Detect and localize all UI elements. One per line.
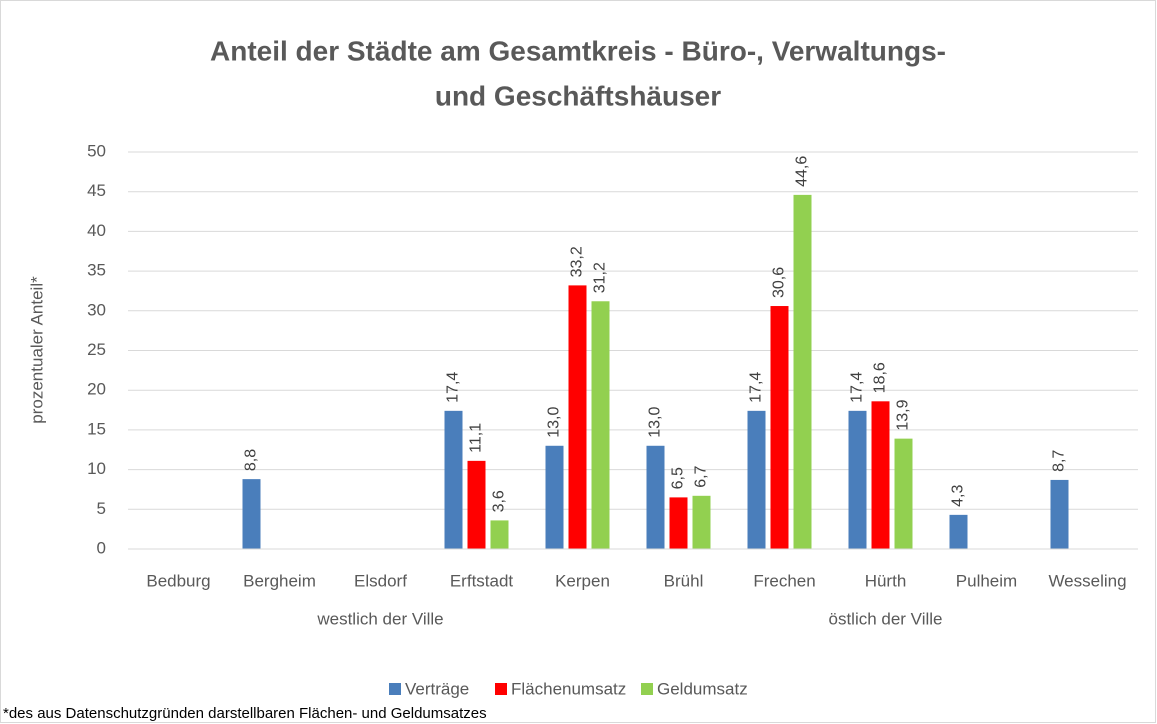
bar bbox=[871, 401, 890, 549]
y-axis-label: prozentualer Anteil* bbox=[27, 276, 46, 424]
y-tick-label: 20 bbox=[87, 380, 106, 399]
bar bbox=[444, 410, 463, 549]
y-tick-label: 40 bbox=[87, 221, 106, 240]
legend-label: Geldumsatz bbox=[657, 679, 748, 698]
bar bbox=[568, 285, 587, 549]
data-label: 17,4 bbox=[849, 372, 866, 403]
group-label: westlich der Ville bbox=[316, 609, 443, 628]
data-label: 6,5 bbox=[670, 467, 687, 489]
x-tick-label: Frechen bbox=[753, 571, 815, 590]
chart-title: Anteil der Städte am Gesamtkreis - Büro-… bbox=[210, 35, 946, 66]
data-label: 30,6 bbox=[771, 267, 788, 298]
bar bbox=[793, 194, 812, 549]
data-label: 8,8 bbox=[243, 449, 260, 471]
y-tick-label: 50 bbox=[87, 141, 106, 160]
bar bbox=[669, 497, 688, 549]
legend-label: Verträge bbox=[405, 679, 469, 698]
legend-swatch bbox=[389, 683, 401, 695]
legend-label: Flächenumsatz bbox=[511, 679, 626, 698]
data-label: 13,0 bbox=[546, 407, 563, 438]
data-label: 11,1 bbox=[468, 423, 485, 453]
x-tick-label: Kerpen bbox=[555, 571, 610, 590]
data-label: 31,2 bbox=[592, 262, 609, 293]
bar bbox=[490, 520, 509, 549]
bar bbox=[646, 445, 665, 549]
bar bbox=[848, 410, 867, 549]
data-label: 17,4 bbox=[445, 372, 462, 403]
x-tick-label: Erftstadt bbox=[450, 571, 514, 590]
x-tick-label: Brühl bbox=[664, 571, 704, 590]
y-tick-label: 10 bbox=[87, 459, 106, 478]
group-label: östlich der Ville bbox=[828, 609, 942, 628]
data-label: 3,6 bbox=[491, 490, 508, 512]
y-tick-label: 30 bbox=[87, 300, 106, 319]
bar bbox=[242, 479, 261, 549]
bar bbox=[770, 306, 789, 549]
footnote: *des aus Datenschutzgründen darstellbare… bbox=[3, 705, 487, 722]
y-tick-label: 35 bbox=[87, 261, 106, 280]
bar bbox=[467, 460, 486, 549]
data-label: 44,6 bbox=[794, 156, 811, 187]
x-tick-label: Hürth bbox=[865, 571, 907, 590]
data-label: 13,9 bbox=[895, 399, 912, 430]
x-tick-label: Pulheim bbox=[956, 571, 1017, 590]
y-tick-label: 15 bbox=[87, 419, 106, 438]
data-label: 18,6 bbox=[872, 362, 889, 393]
legend-swatch bbox=[495, 683, 507, 695]
data-label: 8,7 bbox=[1051, 450, 1068, 472]
y-tick-label: 0 bbox=[97, 538, 106, 557]
bar bbox=[949, 514, 968, 549]
data-label: 6,7 bbox=[693, 465, 710, 487]
y-tick-label: 45 bbox=[87, 181, 106, 200]
chart-title: und Geschäftshäuser bbox=[435, 80, 721, 111]
x-tick-label: Bedburg bbox=[146, 571, 210, 590]
data-label: 17,4 bbox=[748, 372, 765, 403]
bar bbox=[747, 410, 766, 549]
y-tick-label: 5 bbox=[97, 499, 106, 518]
bar bbox=[545, 445, 564, 549]
bar bbox=[692, 495, 711, 549]
bar bbox=[1050, 479, 1069, 549]
bar bbox=[894, 438, 913, 549]
data-label: 4,3 bbox=[950, 485, 967, 507]
x-tick-label: Bergheim bbox=[243, 571, 316, 590]
bar bbox=[591, 301, 610, 549]
y-tick-label: 25 bbox=[87, 340, 106, 359]
legend-swatch bbox=[641, 683, 653, 695]
x-tick-label: Wesseling bbox=[1048, 571, 1126, 590]
data-label: 13,0 bbox=[647, 407, 664, 438]
x-tick-label: Elsdorf bbox=[354, 571, 407, 590]
data-label: 33,2 bbox=[569, 246, 586, 277]
